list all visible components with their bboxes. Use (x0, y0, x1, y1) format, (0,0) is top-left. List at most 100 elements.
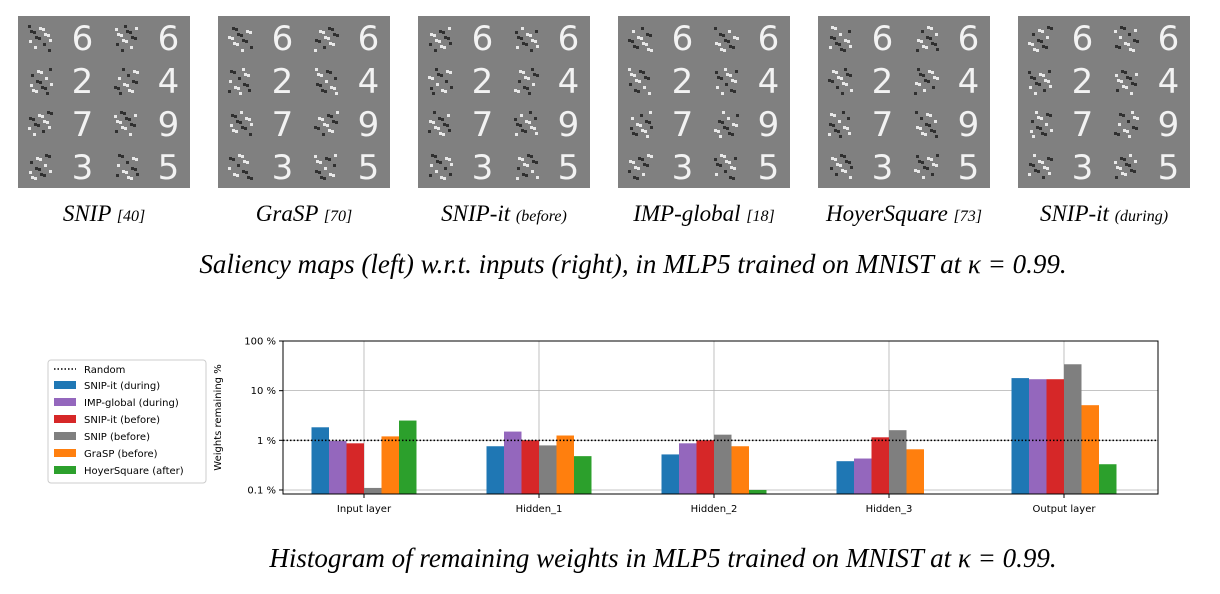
legend-label: HoyerSquare (after) (84, 466, 184, 477)
saliency-speckle (442, 133, 445, 136)
saliency-speckle (836, 86, 839, 89)
saliency-speckle (132, 80, 135, 83)
saliency-speckle (325, 80, 328, 83)
saliency-speckle (433, 34, 436, 37)
saliency-speckle (1044, 79, 1047, 82)
saliency-speckle (1028, 173, 1031, 176)
saliency-speckle (715, 42, 718, 45)
saliency-speckle (736, 114, 739, 117)
saliency-speckle (445, 80, 448, 83)
saliency-speckle (1040, 117, 1043, 120)
saliency-speckle (134, 114, 137, 117)
bar (661, 454, 679, 494)
saliency-speckle (828, 133, 831, 136)
saliency-speckle (125, 40, 128, 43)
saliency-speckle (917, 68, 920, 71)
saliency-speckle (122, 68, 125, 71)
saliency-speckle (634, 89, 637, 92)
saliency-speckle (240, 111, 243, 114)
saliency-speckle (325, 157, 328, 160)
saliency-speckle (232, 27, 235, 30)
saliency-speckle (443, 46, 446, 49)
bar (504, 431, 522, 494)
saliency-speckle (132, 157, 135, 160)
digit: 7 (72, 105, 94, 145)
digit: 5 (958, 148, 980, 188)
saliency-speckle (832, 70, 835, 73)
digit: 9 (1158, 105, 1180, 145)
saliency-speckle (721, 121, 724, 124)
saliency-speckle (432, 92, 435, 95)
saliency-speckle (1032, 33, 1035, 36)
digit: 3 (72, 148, 94, 188)
saliency-speckle (233, 173, 236, 176)
saliency-speckle (523, 163, 526, 166)
saliency-speckle (1133, 116, 1136, 119)
saliency-speckle (724, 170, 727, 173)
saliency-speckle (45, 77, 48, 80)
saliency-speckle (935, 135, 938, 138)
saliency-speckle (923, 166, 926, 169)
saliency-speckle (831, 157, 834, 160)
saliency-speckle (1047, 80, 1050, 83)
saliency-speckle (229, 80, 232, 83)
saliency-speckle (1041, 132, 1044, 135)
saliency-speckle (735, 124, 738, 127)
saliency-speckle (644, 76, 647, 79)
saliency-speckle (649, 111, 652, 114)
saliency-speckle (529, 34, 532, 37)
digit: 2 (272, 62, 294, 102)
saliency-speckle (48, 155, 51, 158)
saliency-speckle (442, 31, 445, 34)
saliency-speckle (846, 127, 849, 130)
saliency-speckle (439, 132, 442, 135)
saliency-speckle (131, 167, 134, 170)
saliency-speckle (521, 158, 524, 161)
saliency-speckle (718, 120, 721, 123)
saliency-speckle (526, 87, 529, 90)
saliency-speckle (843, 155, 846, 158)
saliency-speckle (440, 45, 443, 48)
saliency-speckle (33, 133, 36, 136)
digit: 2 (672, 62, 694, 102)
saliency-speckle (328, 129, 331, 132)
saliency-speckle (1040, 40, 1043, 43)
digit: 6 (958, 19, 980, 59)
saliency-speckle (935, 33, 938, 36)
saliency-speckle (718, 43, 721, 46)
saliency-speckle (845, 83, 848, 86)
saliency-speckle (535, 132, 538, 135)
saliency-speckle (840, 154, 843, 157)
saliency-speckle (229, 157, 232, 160)
saliency-speckle (134, 37, 137, 40)
legend-swatch (54, 449, 76, 457)
saliency-speckle (728, 30, 731, 33)
saliency-speckle (517, 167, 520, 170)
saliency-speckle (36, 157, 39, 160)
saliency-speckle (1114, 30, 1117, 33)
digit: 7 (1072, 105, 1094, 145)
digit: 5 (158, 148, 180, 188)
saliency-speckle (236, 174, 239, 177)
saliency-speckle (927, 80, 930, 83)
saliency-speckle (724, 68, 727, 71)
saliency-speckle (440, 74, 443, 77)
saliency-speckle (326, 70, 329, 73)
saliency-speckle (434, 126, 437, 129)
saliency-speckle (926, 167, 929, 170)
saliency-speckle (432, 121, 435, 124)
saliency-speckle (629, 83, 632, 86)
bar (1099, 464, 1117, 494)
saliency-speckle (524, 76, 527, 79)
saliency-speckle (238, 77, 241, 80)
plot-frame (282, 340, 1159, 495)
panel-ref: [40] (117, 208, 145, 225)
saliency-speckle (245, 40, 248, 43)
saliency-speckle (1033, 77, 1036, 80)
saliency-speckle (526, 164, 529, 167)
saliency-speckle (1046, 113, 1049, 116)
saliency-speckle (114, 115, 117, 118)
saliency-speckle (246, 161, 249, 164)
saliency-speckle (431, 154, 434, 157)
